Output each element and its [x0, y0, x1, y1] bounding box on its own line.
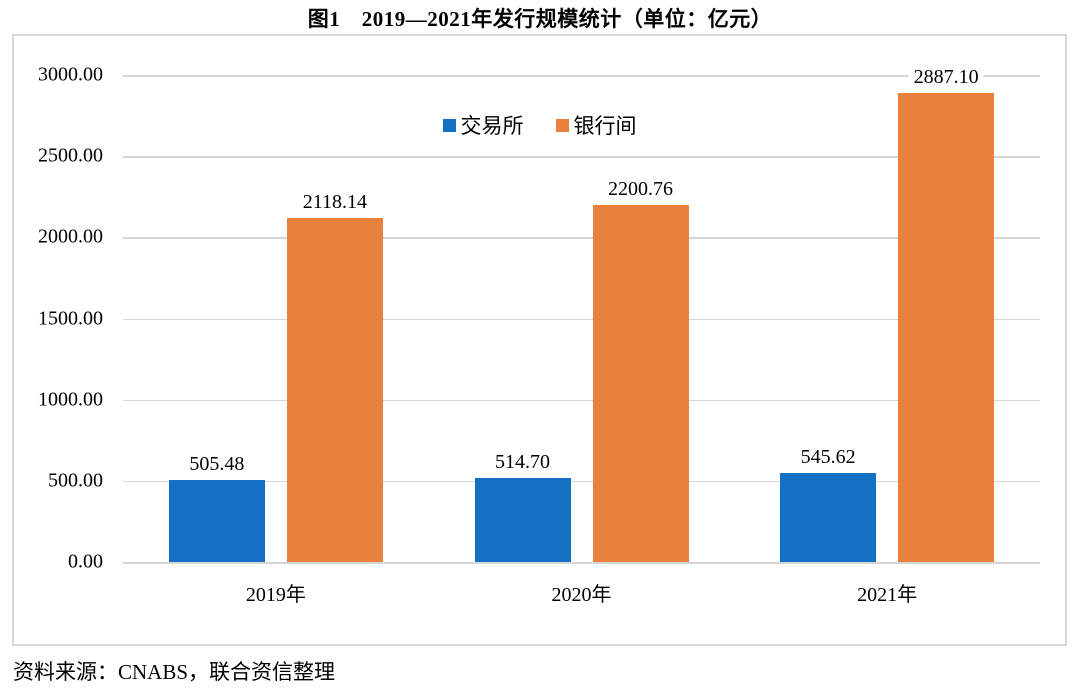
y-tick-label: 1500.00: [38, 307, 103, 330]
bar: [286, 218, 383, 562]
gridline: [123, 156, 1040, 158]
bar-value-label: 2118.14: [297, 190, 372, 215]
legend-swatch-icon: [555, 118, 569, 132]
bar: [168, 479, 265, 562]
x-tick-label: 2019年: [245, 584, 306, 606]
bar-value-label: 514.70: [490, 450, 555, 475]
y-tick-label: 2500.00: [38, 144, 103, 167]
gridline: [123, 562, 1040, 564]
legend-item: 银行间: [555, 110, 637, 140]
bar: [592, 204, 689, 562]
chart-frame: 0.00 500.00 1000.00 1500.00 2000.00 2500.00 30…: [12, 34, 1067, 646]
bar: [780, 473, 877, 562]
source-note: 资料来源：CNABS，联合资信整理: [13, 660, 336, 684]
bar-value-label: 2200.76: [603, 176, 678, 201]
gridline: [123, 237, 1040, 239]
legend: 交易所 银行间: [14, 110, 1065, 140]
y-tick-label: 3000.00: [38, 63, 103, 86]
legend-label: 交易所: [460, 114, 524, 138]
bar-value-label: 545.62: [795, 445, 861, 470]
legend-swatch-icon: [442, 118, 456, 132]
legend-label: 银行间: [573, 114, 637, 138]
bar: [474, 478, 571, 562]
bar: [898, 93, 995, 562]
x-tick-label: 2021年: [857, 584, 918, 606]
bar-value-label: 505.48: [184, 451, 250, 476]
x-tick-label: 2020年: [551, 584, 612, 606]
gridline: [123, 480, 1040, 483]
gridline: [123, 75, 1040, 77]
y-tick-label: 1000.00: [38, 388, 103, 411]
y-tick-label: 2000.00: [38, 225, 103, 248]
y-tick-label: 0.00: [68, 550, 103, 573]
y-tick-label: 500.00: [48, 469, 103, 492]
gridline: [123, 399, 1040, 402]
legend-item: 交易所: [442, 110, 524, 140]
chart-title: 图1 2019—2021年发行规模统计（单位：亿元）: [307, 7, 773, 31]
gridline: [123, 318, 1040, 320]
bar-value-label: 2887.10: [908, 65, 984, 90]
